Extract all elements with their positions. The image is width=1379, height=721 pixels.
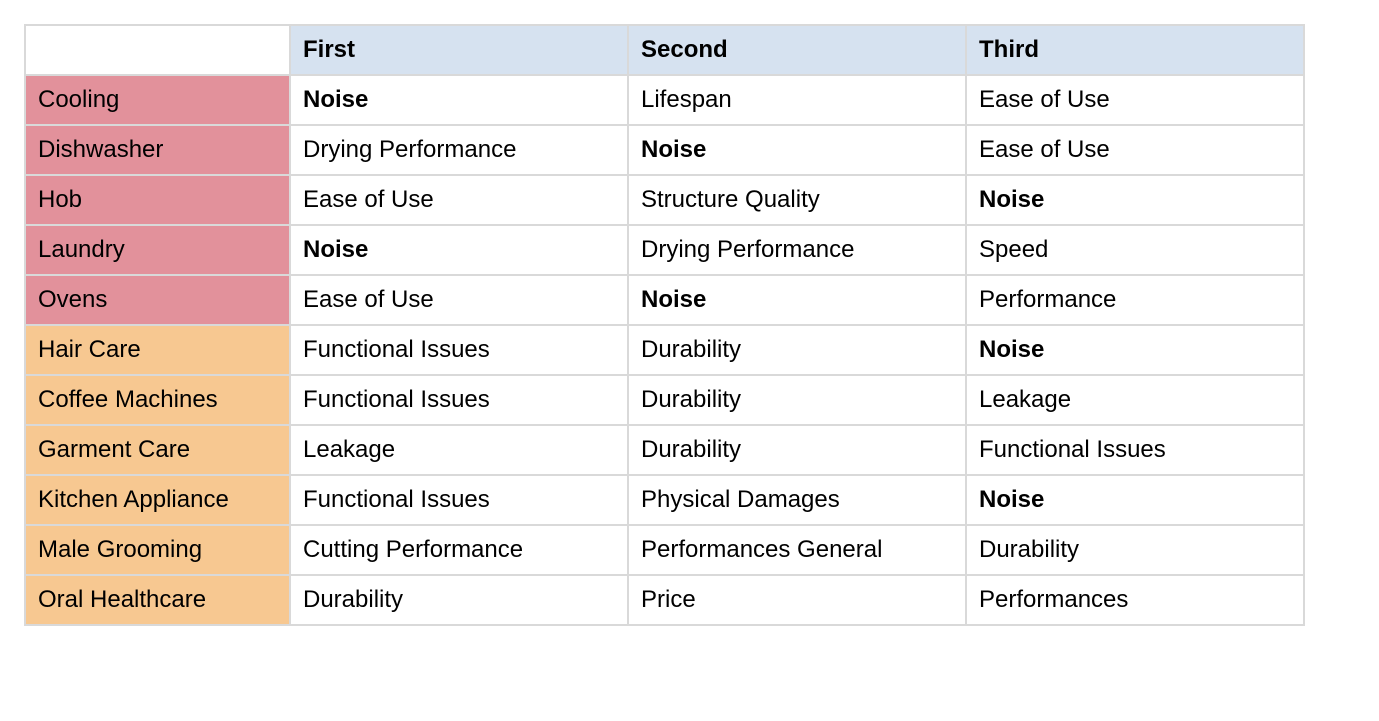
cell: Ease of Use [966, 125, 1304, 175]
table-body: CoolingNoiseLifespanEase of UseDishwashe… [25, 75, 1304, 625]
cell: Durability [628, 325, 966, 375]
row-label: Hair Care [25, 325, 290, 375]
table-row: Male GroomingCutting PerformancePerforma… [25, 525, 1304, 575]
cell: Drying Performance [628, 225, 966, 275]
cell: Ease of Use [966, 75, 1304, 125]
table-row: DishwasherDrying PerformanceNoiseEase of… [25, 125, 1304, 175]
table-row: Kitchen ApplianceFunctional IssuesPhysic… [25, 475, 1304, 525]
cell: Noise [628, 275, 966, 325]
cell: Leakage [966, 375, 1304, 425]
cell: Functional Issues [290, 325, 628, 375]
cell: Price [628, 575, 966, 625]
header-cell-third: Third [966, 25, 1304, 75]
cell: Durability [966, 525, 1304, 575]
cell: Performances [966, 575, 1304, 625]
table-row: Hair CareFunctional IssuesDurabilityNois… [25, 325, 1304, 375]
header-cell-blank [25, 25, 290, 75]
cell: Functional Issues [966, 425, 1304, 475]
cell: Performance [966, 275, 1304, 325]
cell: Durability [628, 375, 966, 425]
cell: Noise [290, 225, 628, 275]
cell: Functional Issues [290, 375, 628, 425]
cell: Noise [628, 125, 966, 175]
row-label: Oral Healthcare [25, 575, 290, 625]
row-label: Cooling [25, 75, 290, 125]
row-label: Male Grooming [25, 525, 290, 575]
cell: Performances General [628, 525, 966, 575]
cell: Drying Performance [290, 125, 628, 175]
table-row: Coffee MachinesFunctional IssuesDurabili… [25, 375, 1304, 425]
cell: Cutting Performance [290, 525, 628, 575]
cell: Durability [290, 575, 628, 625]
header-row: First Second Third [25, 25, 1304, 75]
cell: Leakage [290, 425, 628, 475]
issues-table-wrap: First Second Third CoolingNoiseLifespanE… [24, 24, 1304, 626]
table-row: Oral HealthcareDurabilityPricePerformanc… [25, 575, 1304, 625]
row-label: Kitchen Appliance [25, 475, 290, 525]
table-row: CoolingNoiseLifespanEase of Use [25, 75, 1304, 125]
row-label: Hob [25, 175, 290, 225]
table-row: HobEase of UseStructure QualityNoise [25, 175, 1304, 225]
cell: Functional Issues [290, 475, 628, 525]
cell: Noise [966, 475, 1304, 525]
cell: Speed [966, 225, 1304, 275]
cell: Noise [290, 75, 628, 125]
header-cell-second: Second [628, 25, 966, 75]
table-row: LaundryNoiseDrying PerformanceSpeed [25, 225, 1304, 275]
table-row: OvensEase of UseNoisePerformance [25, 275, 1304, 325]
row-label: Laundry [25, 225, 290, 275]
cell: Durability [628, 425, 966, 475]
row-label: Ovens [25, 275, 290, 325]
table-header: First Second Third [25, 25, 1304, 75]
cell: Lifespan [628, 75, 966, 125]
issues-table: First Second Third CoolingNoiseLifespanE… [24, 24, 1305, 626]
row-label: Garment Care [25, 425, 290, 475]
row-label: Dishwasher [25, 125, 290, 175]
cell: Noise [966, 175, 1304, 225]
cell: Noise [966, 325, 1304, 375]
header-cell-first: First [290, 25, 628, 75]
cell: Ease of Use [290, 175, 628, 225]
table-row: Garment CareLeakageDurabilityFunctional … [25, 425, 1304, 475]
cell: Physical Damages [628, 475, 966, 525]
cell: Ease of Use [290, 275, 628, 325]
row-label: Coffee Machines [25, 375, 290, 425]
cell: Structure Quality [628, 175, 966, 225]
